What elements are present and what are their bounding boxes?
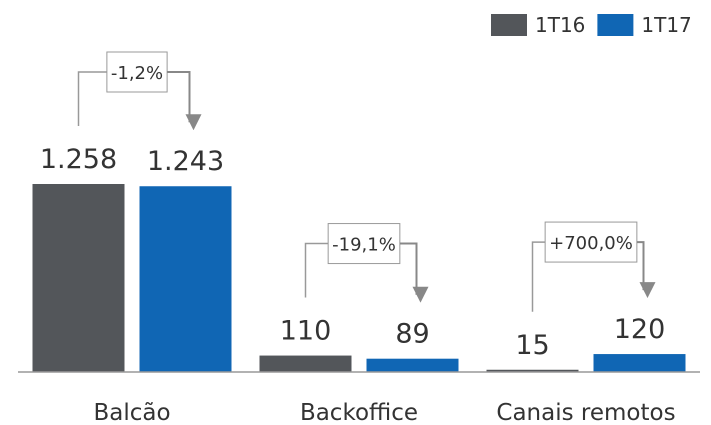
bar xyxy=(259,355,352,372)
bar xyxy=(366,358,459,372)
legend-label: 1T16 xyxy=(535,13,585,37)
arrow xyxy=(399,242,429,303)
data-label: 89 xyxy=(395,319,429,350)
bar xyxy=(486,369,579,372)
legend-swatch xyxy=(597,14,634,36)
connector xyxy=(304,242,329,298)
bar xyxy=(593,354,686,372)
bar xyxy=(139,186,232,372)
annotation: +700,0% xyxy=(549,233,633,254)
x-tick-label: Balcão xyxy=(93,400,170,425)
annotation: -19,1% xyxy=(332,235,396,256)
connector xyxy=(531,241,546,312)
connector xyxy=(77,71,107,126)
x-tick-label: Canais remotos xyxy=(496,400,675,425)
x-tick-label: Backoffice xyxy=(300,400,418,425)
bar xyxy=(32,184,125,372)
data-label: 110 xyxy=(280,316,332,347)
legend-swatch xyxy=(491,14,527,36)
data-label: 1.258 xyxy=(40,144,117,175)
arrow xyxy=(636,241,656,299)
annotation: -1,2% xyxy=(111,63,163,84)
arrow xyxy=(167,71,202,131)
data-label: 15 xyxy=(515,330,549,361)
data-label: 1.243 xyxy=(147,146,224,177)
data-label: 120 xyxy=(614,314,666,345)
legend-label: 1T17 xyxy=(641,13,691,37)
